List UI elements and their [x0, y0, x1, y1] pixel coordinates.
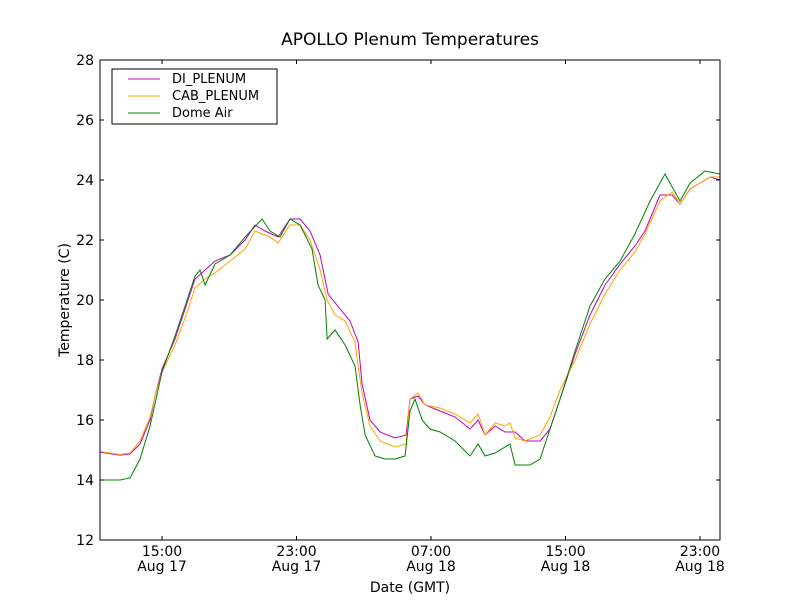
- x-tick-label-time: 07:00: [411, 544, 451, 560]
- y-tick-label: 16: [76, 413, 94, 429]
- series-line-dome-air: [100, 170, 721, 481]
- legend-label-dome-air: Dome Air: [172, 106, 233, 121]
- x-tick-label-date: Aug 18: [675, 559, 725, 575]
- y-tick-label: 22: [76, 233, 94, 249]
- y-tick-label: 28: [76, 53, 94, 69]
- x-tick-label-time: 15:00: [545, 544, 585, 560]
- series-line-di-plenum: [99, 176, 721, 456]
- y-tick-label: 26: [76, 113, 94, 129]
- x-tick-label-time: 23:00: [276, 544, 316, 560]
- x-tick-label-time: 23:00: [680, 544, 720, 560]
- x-tick-label-date: Aug 18: [406, 559, 456, 575]
- x-tick-label-date: Aug 17: [272, 559, 322, 575]
- y-tick-label: 14: [76, 473, 94, 489]
- series-line-cab-plenum: [99, 176, 720, 456]
- x-tick-label-date: Aug 18: [541, 559, 591, 575]
- y-axis-label: Temperature (C): [57, 243, 73, 358]
- legend: DI_PLENUM CAB_PLENUM Dome Air: [111, 68, 278, 125]
- chart-title: APOLLO Plenum Temperatures: [281, 30, 539, 50]
- x-tick-label-time: 15:00: [142, 544, 182, 560]
- legend-label-di-plenum: DI_PLENUM: [172, 72, 246, 87]
- y-tick-label: 18: [76, 353, 94, 369]
- y-tick-label: 12: [76, 533, 94, 549]
- plot-area-frame: [99, 59, 721, 541]
- y-tick-label: 24: [76, 173, 94, 189]
- x-axis-label: Date (GMT): [370, 580, 450, 596]
- y-tick-label: 20: [76, 293, 94, 309]
- legend-label-cab-plenum: CAB_PLENUM: [172, 89, 259, 104]
- x-tick-label-date: Aug 17: [137, 559, 187, 575]
